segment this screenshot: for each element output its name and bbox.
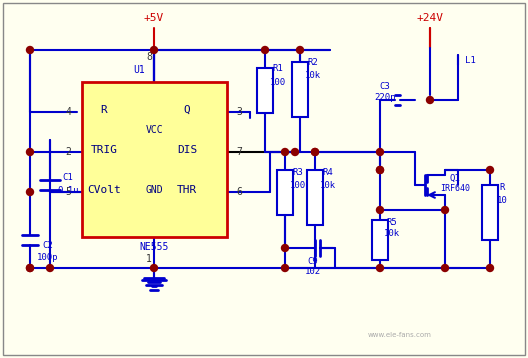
Circle shape xyxy=(427,97,433,103)
Text: 3: 3 xyxy=(236,107,242,117)
Text: 0.1u: 0.1u xyxy=(57,185,79,194)
Text: Q1: Q1 xyxy=(450,174,460,183)
Circle shape xyxy=(376,265,383,271)
Bar xyxy=(277,170,293,215)
Text: 220p: 220p xyxy=(374,92,396,102)
Circle shape xyxy=(46,265,53,271)
Bar xyxy=(307,170,323,225)
Circle shape xyxy=(26,189,33,195)
Text: 5: 5 xyxy=(65,187,71,197)
Text: R: R xyxy=(101,105,107,115)
Text: 8: 8 xyxy=(146,52,152,62)
Text: R2: R2 xyxy=(308,58,318,67)
Bar xyxy=(292,62,308,117)
Text: 10k: 10k xyxy=(384,228,400,237)
Text: U1: U1 xyxy=(134,65,145,75)
Circle shape xyxy=(281,245,288,252)
Circle shape xyxy=(281,149,288,155)
Text: DIS: DIS xyxy=(177,145,197,155)
Circle shape xyxy=(376,207,383,213)
Text: R1: R1 xyxy=(272,63,284,73)
Text: 10k: 10k xyxy=(320,180,336,189)
Circle shape xyxy=(297,47,304,53)
Text: TRIG: TRIG xyxy=(90,145,118,155)
Text: C3: C3 xyxy=(380,82,390,91)
Text: +5V: +5V xyxy=(144,13,164,23)
Text: 100: 100 xyxy=(270,77,286,87)
Text: 100: 100 xyxy=(290,180,306,189)
Text: 4: 4 xyxy=(65,107,71,117)
Text: 102: 102 xyxy=(305,267,321,276)
Text: R: R xyxy=(499,183,505,192)
Circle shape xyxy=(441,207,448,213)
Circle shape xyxy=(26,47,33,53)
Circle shape xyxy=(312,149,318,155)
Text: CVolt: CVolt xyxy=(87,185,121,195)
Text: 2: 2 xyxy=(65,147,71,157)
Circle shape xyxy=(486,265,494,271)
Text: 6: 6 xyxy=(236,187,242,197)
Text: +24V: +24V xyxy=(417,13,444,23)
Text: GND: GND xyxy=(146,185,163,195)
Circle shape xyxy=(150,265,157,271)
Circle shape xyxy=(26,265,33,271)
Circle shape xyxy=(261,47,269,53)
Circle shape xyxy=(26,149,33,155)
Text: R3: R3 xyxy=(293,168,304,176)
Circle shape xyxy=(291,149,298,155)
Text: VCC: VCC xyxy=(146,125,163,135)
Bar xyxy=(257,68,273,113)
Circle shape xyxy=(312,149,318,155)
Text: C1: C1 xyxy=(63,173,73,182)
Text: Q: Q xyxy=(184,105,191,115)
Text: L1: L1 xyxy=(465,55,475,64)
Circle shape xyxy=(26,265,33,271)
Text: THR: THR xyxy=(177,185,197,195)
Text: 100p: 100p xyxy=(37,253,59,262)
Text: R5: R5 xyxy=(386,218,398,227)
Circle shape xyxy=(376,149,383,155)
Text: www.ele-fans.com: www.ele-fans.com xyxy=(368,332,432,338)
Text: C9: C9 xyxy=(308,257,318,266)
Circle shape xyxy=(486,166,494,174)
Circle shape xyxy=(150,47,157,53)
Text: 10k: 10k xyxy=(305,71,321,79)
Text: 1: 1 xyxy=(146,254,152,264)
Bar xyxy=(482,185,498,240)
Text: 7: 7 xyxy=(236,147,242,157)
Text: R4: R4 xyxy=(323,168,333,176)
Text: C2: C2 xyxy=(43,241,53,250)
Bar xyxy=(82,82,227,237)
Text: NE555: NE555 xyxy=(140,242,169,252)
Circle shape xyxy=(376,166,383,174)
Circle shape xyxy=(376,166,383,174)
Text: IRF640: IRF640 xyxy=(440,184,470,193)
Bar xyxy=(372,220,388,260)
Text: 10: 10 xyxy=(497,195,507,204)
Circle shape xyxy=(441,265,448,271)
Circle shape xyxy=(281,265,288,271)
